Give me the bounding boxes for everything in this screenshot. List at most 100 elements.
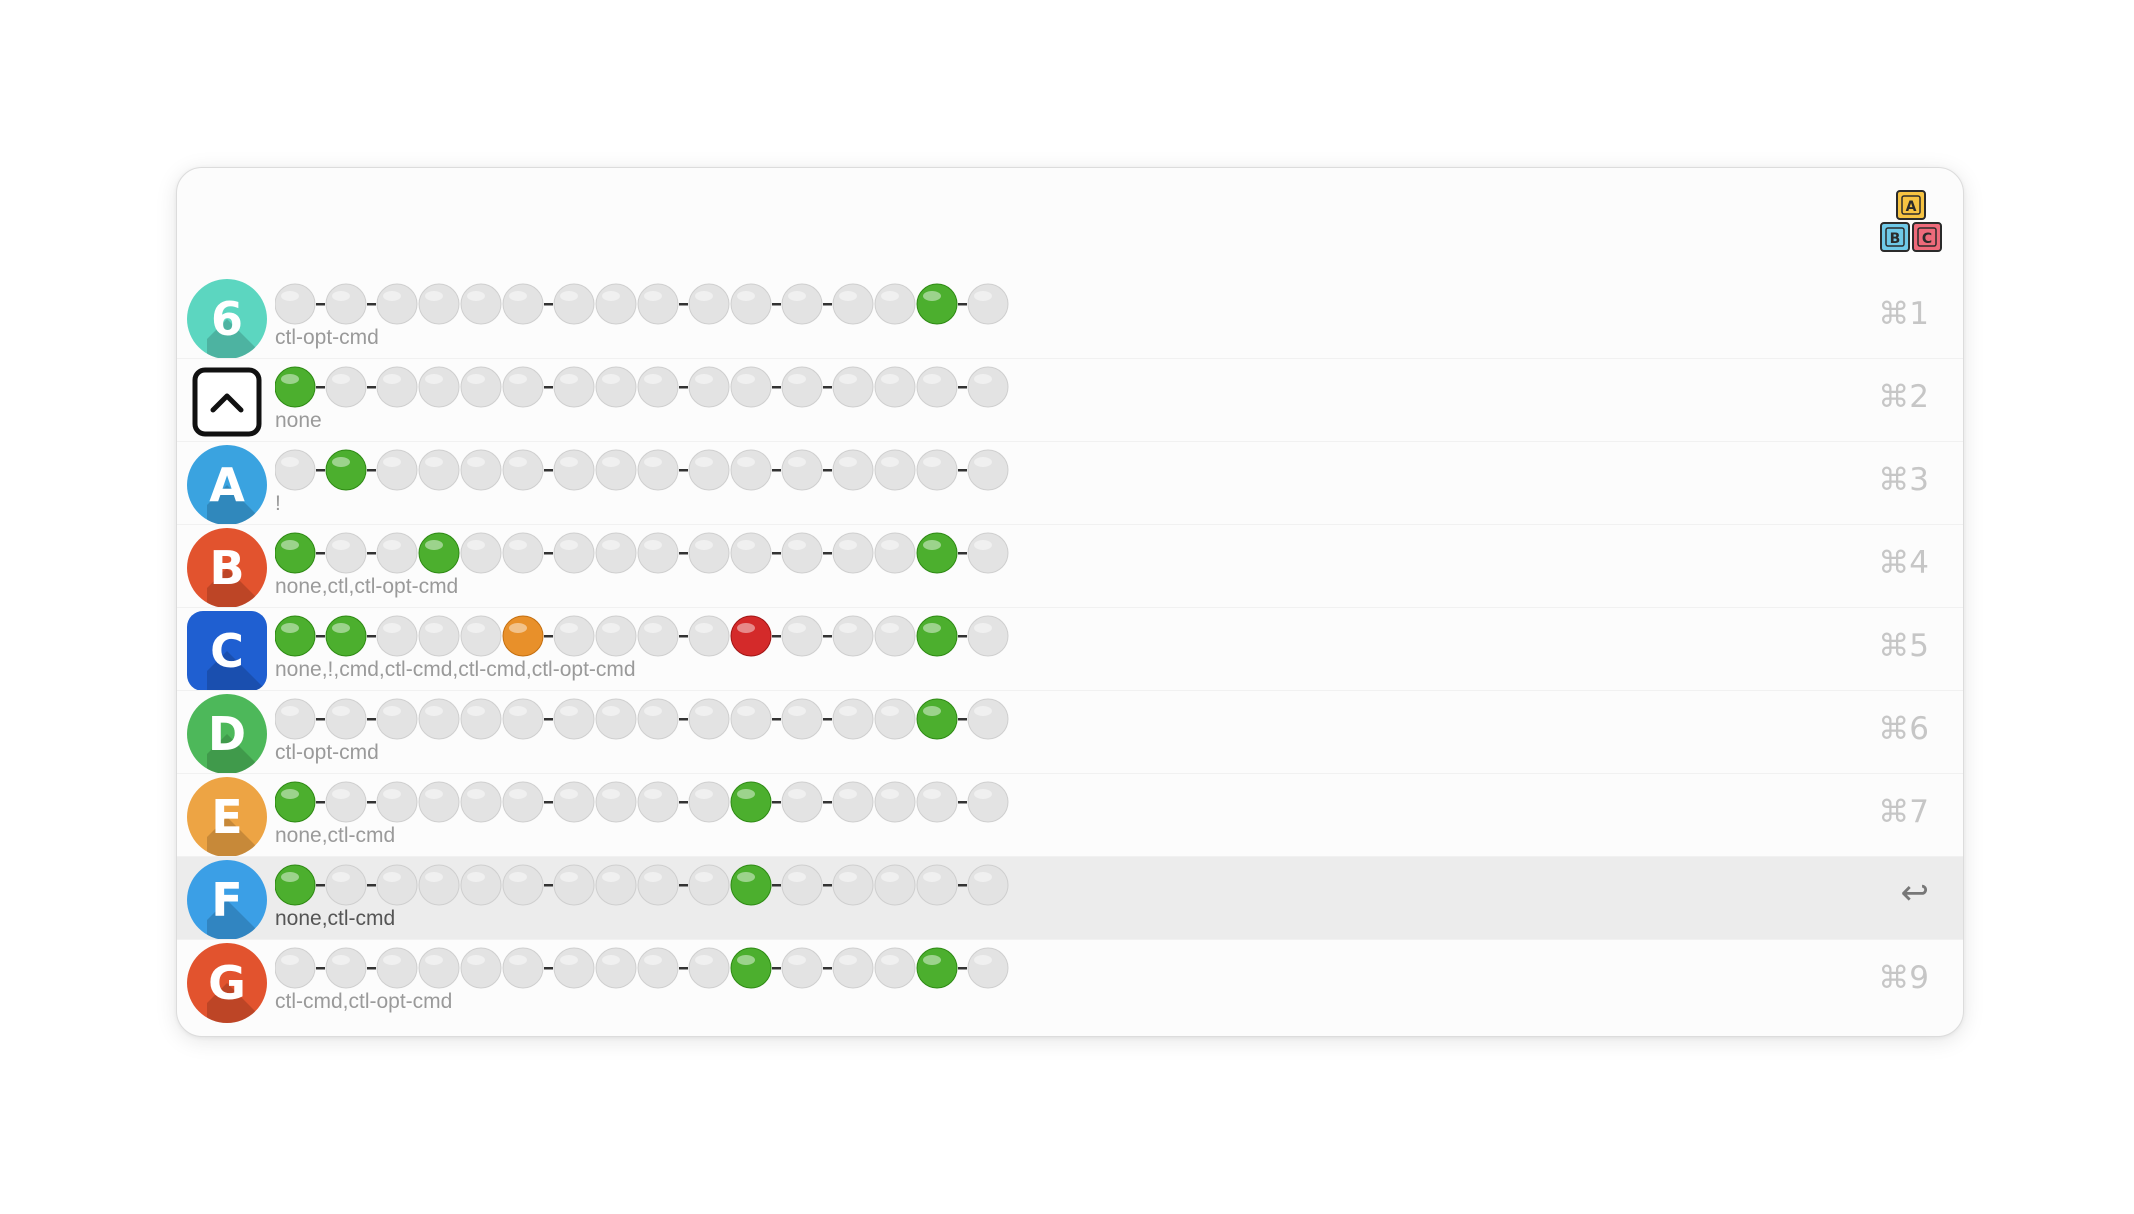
- dot-highlight: [974, 623, 992, 633]
- dot-highlight: [839, 872, 857, 882]
- dot-empty: [325, 366, 367, 408]
- dot-highlight: [560, 955, 578, 965]
- dot-highlight: [509, 706, 527, 716]
- dot-highlight: [332, 706, 350, 716]
- dot-highlight: [788, 789, 806, 799]
- result-row[interactable]: A! ⌘3: [177, 441, 1963, 525]
- dot-empty: [595, 449, 637, 491]
- dot-highlight: [467, 955, 485, 965]
- dot-separator: [316, 386, 325, 389]
- dot-empty: [832, 698, 874, 740]
- dot-highlight: [737, 955, 755, 965]
- dot-separator: [544, 967, 553, 970]
- dot-empty: [832, 532, 874, 574]
- dot-separator: [772, 552, 781, 555]
- dot-highlight: [383, 872, 401, 882]
- dot-highlight: [881, 623, 899, 633]
- dot-highlight: [332, 955, 350, 965]
- dot-highlight: [425, 457, 443, 467]
- dot-empty: [275, 947, 316, 989]
- dot-empty: [967, 615, 1009, 657]
- dot-empty: [688, 781, 730, 823]
- dot-separator: [544, 303, 553, 306]
- dot-empty: [502, 283, 544, 325]
- shortcut-hint: ⌘6: [1878, 711, 1929, 747]
- dot-empty: [874, 449, 916, 491]
- dot-highlight: [839, 291, 857, 301]
- dot-separator: [367, 884, 376, 887]
- dot-empty: [502, 864, 544, 906]
- dot-highlight: [644, 540, 662, 550]
- dot-empty: [832, 615, 874, 657]
- dot-empty: [553, 366, 595, 408]
- dot-empty: [730, 449, 772, 491]
- dot-highlight: [509, 374, 527, 384]
- dot-highlight: [974, 540, 992, 550]
- search-row[interactable]: A B C: [177, 168, 1963, 276]
- dot-highlight: [881, 457, 899, 467]
- dot-green: [730, 947, 772, 989]
- dot-highlight: [644, 374, 662, 384]
- dot-empty: [553, 532, 595, 574]
- dot-empty: [460, 449, 502, 491]
- dot-empty: [595, 532, 637, 574]
- dot-empty: [688, 449, 730, 491]
- svg-text:C: C: [1922, 231, 1932, 247]
- dot-highlight: [281, 623, 299, 633]
- dot-highlight: [332, 623, 350, 633]
- result-row[interactable]: 6 ctl-opt-cmd ⌘1: [177, 276, 1963, 359]
- dot-highlight: [644, 789, 662, 799]
- dot-highlight: [509, 789, 527, 799]
- shortcut-hint: ⌘3: [1878, 462, 1929, 498]
- dot-separator: [823, 303, 832, 306]
- dot-separator: [958, 801, 967, 804]
- dot-separator: [823, 386, 832, 389]
- dot-empty: [688, 698, 730, 740]
- svg-text:C: C: [210, 624, 244, 678]
- row-badge-icon: D: [187, 694, 267, 774]
- dot-separator: [679, 469, 688, 472]
- dot-empty: [781, 864, 823, 906]
- dot-separator: [823, 884, 832, 887]
- dot-highlight: [383, 457, 401, 467]
- dot-empty: [832, 947, 874, 989]
- dot-empty: [460, 615, 502, 657]
- dot-highlight: [737, 789, 755, 799]
- dot-green: [275, 366, 316, 408]
- dot-separator: [823, 552, 832, 555]
- dot-green: [916, 283, 958, 325]
- shortcut-hint: ⌘9: [1878, 960, 1929, 996]
- result-row[interactable]: none ⌘2: [177, 358, 1963, 441]
- dot-separator: [367, 967, 376, 970]
- dot-empty: [832, 864, 874, 906]
- dot-empty: [637, 366, 679, 408]
- dot-empty: [781, 449, 823, 491]
- dot-empty: [376, 532, 418, 574]
- dot-separator: [958, 718, 967, 721]
- dot-highlight: [881, 291, 899, 301]
- mask-dots: [275, 780, 1035, 824]
- row-badge-icon: 6: [187, 279, 267, 359]
- dot-empty: [637, 615, 679, 657]
- dot-empty: [730, 698, 772, 740]
- dot-green: [325, 615, 367, 657]
- dot-separator: [958, 552, 967, 555]
- dot-highlight: [974, 872, 992, 882]
- dot-highlight: [644, 872, 662, 882]
- row-modifiers: ctl-opt-cmd: [275, 741, 379, 764]
- dot-empty: [874, 283, 916, 325]
- dot-empty: [595, 283, 637, 325]
- dot-empty: [460, 283, 502, 325]
- dot-empty: [637, 698, 679, 740]
- dot-empty: [967, 781, 1009, 823]
- row-badge-icon: F: [187, 860, 267, 940]
- dot-separator: [679, 386, 688, 389]
- dot-highlight: [383, 540, 401, 550]
